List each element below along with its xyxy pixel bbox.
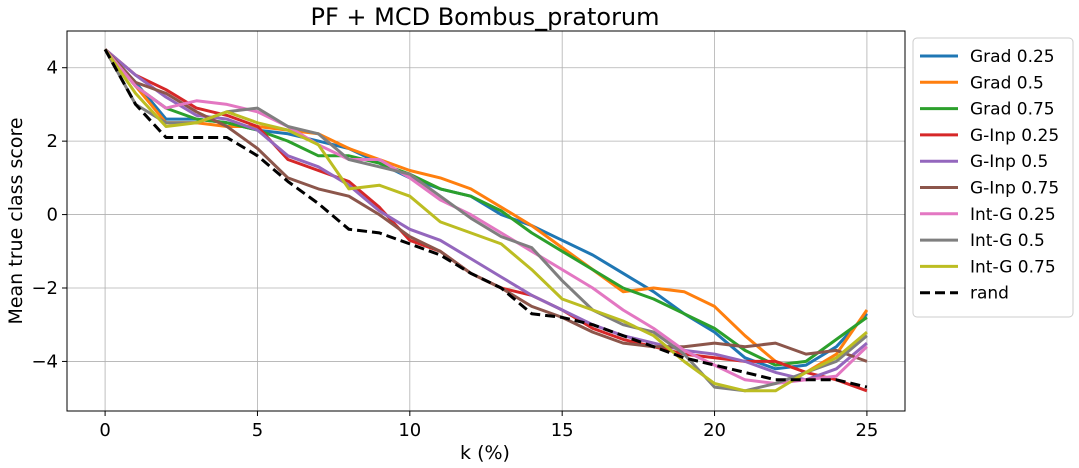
y-tick-label: −2: [31, 278, 58, 299]
x-tick-label: 20: [703, 420, 726, 441]
legend-label-g-inp-0-5: G-Inp 0.5: [970, 152, 1048, 172]
x-tick-label: 0: [99, 420, 110, 441]
x-axis-label: k (%): [460, 442, 510, 464]
plot-area-frame: [66, 30, 906, 412]
y-tick-label: −4: [31, 351, 58, 372]
series-line-g-inp-0-25: [104, 48, 868, 393]
legend-label-grad-0-25: Grad 0.25: [970, 47, 1055, 67]
x-tick-label: 5: [252, 420, 263, 441]
legend: Grad 0.25 Grad 0.5 Grad 0.75 G-Inp 0.25 G-In…: [912, 37, 1074, 318]
legend-label-grad-0-5: Grad 0.5: [970, 73, 1044, 93]
legend-label-int-g-0-5: Int-G 0.5: [970, 231, 1045, 251]
series-line-grad-0-5: [103, 48, 869, 374]
legend-label-int-g-0-25: Int-G 0.25: [970, 205, 1056, 225]
chart-title: PF + MCD Bombus_pratorum: [310, 3, 659, 31]
y-axis-label: Mean true class score: [5, 117, 27, 324]
x-tick-label: 15: [551, 420, 574, 441]
grid-layer: [67, 31, 905, 411]
y-tick-label: 4: [47, 58, 58, 79]
series-layer: [103, 48, 869, 393]
series-line-grad-0-25: [103, 48, 869, 371]
series-line-g-inp-0-5: [104, 48, 868, 382]
x-tick-label: 25: [855, 420, 878, 441]
series-line-int-g-0-25: [103, 48, 868, 385]
series-line-int-g-0-5: [103, 48, 868, 393]
legend-label-grad-0-75: Grad 0.75: [970, 100, 1055, 120]
legend-label-g-inp-0-25: G-Inp 0.25: [970, 126, 1059, 146]
series-line-int-g-0-75: [103, 48, 868, 393]
series-line-grad-0-75: [103, 48, 868, 367]
y-tick-label: 0: [47, 205, 58, 226]
x-tick-label: 10: [398, 420, 421, 441]
tick-layer: 0 5 10 15 20 25 −4 −2 0 2 4: [31, 58, 878, 441]
y-tick-label: 2: [47, 131, 58, 152]
legend-label-rand: rand: [970, 284, 1009, 304]
legend-label-int-g-0-75: Int-G 0.75: [970, 257, 1056, 277]
series-line-rand: [103, 48, 868, 389]
legend-label-g-inp-0-75: G-Inp 0.75: [970, 179, 1059, 199]
